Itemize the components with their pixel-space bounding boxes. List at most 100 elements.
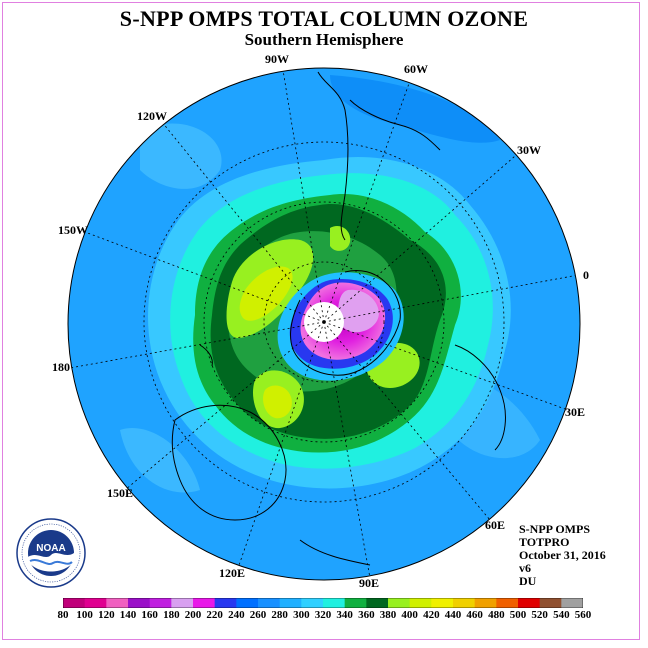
legend-tick-label: 280 (271, 609, 288, 621)
legend-tick-label: 560 (574, 609, 592, 621)
meridian (323, 274, 579, 323)
legend-tick-label: 380 (379, 609, 397, 621)
info-product: TOTPRO (519, 535, 570, 549)
longitude-label-120e: 120E (219, 566, 246, 580)
info-version: v6 (519, 561, 531, 575)
info-units: DU (519, 574, 537, 588)
latitude-circle (143, 141, 505, 503)
meridian (323, 321, 491, 521)
latitude-circle (263, 261, 385, 383)
legend-tick-label: 180 (163, 609, 180, 621)
legend-tick-label: 120 (98, 609, 115, 621)
map-subtitle: Southern Hemisphere (244, 30, 404, 49)
legend-swatch (453, 598, 476, 608)
legend-tick-label: 340 (336, 609, 353, 621)
meridian (237, 321, 325, 569)
coast-asia (299, 539, 371, 566)
legend-swatch (279, 598, 302, 608)
legend-tick-label: 440 (444, 609, 462, 621)
legend-tick-label: 100 (76, 609, 93, 621)
ozone-band-260-patch (140, 123, 222, 189)
legend-swatch (301, 598, 324, 608)
legend-swatch (496, 598, 519, 608)
longitude-label-90e: 90E (359, 576, 380, 590)
info-instrument: S-NPP OMPS (519, 522, 590, 536)
coast-australia (171, 404, 287, 521)
legend-tick-label: 300 (293, 609, 310, 621)
legend-swatch (409, 598, 432, 608)
legend-tick-label: 80 (57, 609, 69, 621)
ozone-max-west-core (239, 266, 293, 321)
legend-tick-label: 140 (119, 609, 137, 621)
legend-swatch (193, 598, 216, 608)
coast-south-america (317, 71, 349, 241)
meridian (323, 74, 413, 323)
coast-africa (454, 344, 506, 451)
legend-swatch (388, 598, 411, 608)
noaa-logo-text: NOAA (36, 543, 65, 554)
map-title: S-NPP OMPS TOTAL COLUMN OZONE (119, 6, 529, 31)
legend-swatch (323, 598, 346, 608)
meridian (323, 321, 569, 411)
legend-swatch (518, 598, 541, 608)
legend-tick-label: 500 (509, 609, 527, 621)
ozone-hole-core (338, 289, 379, 333)
color-legend-labels: 80 100 120 140 160 180 200 220 240 260 280 300 320 34… (0, 609, 648, 623)
map-disc-border (67, 67, 581, 581)
legend-tick-label: 540 (553, 609, 570, 621)
longitude-label-30w: 30W (517, 143, 541, 157)
longitude-label-180: 180 (52, 360, 70, 374)
legend-swatch (431, 598, 454, 608)
product-info: S-NPP OMPS TOTPRO October 31, 2016 v6 DU (519, 523, 606, 588)
legend-tick-label: 240 (228, 609, 245, 621)
longitude-label-120w: 120W (137, 109, 167, 123)
coast-south-america-2 (349, 99, 441, 151)
legend-swatch (214, 598, 237, 608)
legend-tick-label: 200 (184, 609, 202, 621)
legend-swatch (344, 598, 367, 608)
longitude-label-150e: 150E (107, 486, 134, 500)
meridian (323, 149, 523, 323)
longitude-label-60w: 60W (404, 62, 428, 76)
legend-tick-label: 520 (531, 609, 548, 621)
legend-swatch (561, 598, 583, 608)
longitude-label-60e: 60E (485, 518, 506, 532)
latitude-circle (203, 201, 445, 443)
legend-swatch (236, 598, 259, 608)
legend-tick-label: 220 (206, 609, 223, 621)
legend-swatch (258, 598, 281, 608)
legend-tick-label: 160 (141, 609, 158, 621)
longitude-label-150w: 150W (58, 223, 88, 237)
ozone-max-south-core (263, 385, 292, 419)
meridian (69, 321, 325, 369)
coast-antarctica (290, 269, 401, 376)
coast-nz (199, 344, 213, 367)
legend-swatch (171, 598, 194, 608)
legend-tick-label: 400 (401, 609, 418, 621)
legend-swatch (106, 598, 129, 608)
meridian (323, 321, 371, 579)
legend-tick-label: 420 (423, 609, 440, 621)
longitude-label-90w: 90W (265, 52, 289, 66)
legend-tick-label: 460 (466, 609, 483, 621)
legend-tick-label: 260 (249, 609, 267, 621)
legend-swatch (366, 598, 389, 608)
noaa-logo: NOAA (16, 518, 86, 588)
longitude-label-0: 0 (583, 268, 589, 282)
ozone-band-260-patch (120, 428, 200, 493)
meridian (124, 321, 325, 491)
ozone-band-260-patch (330, 75, 500, 143)
color-legend (63, 598, 583, 608)
ozone-max-north (330, 225, 351, 251)
plot-frame (2, 2, 640, 640)
info-date: October 31, 2016 (519, 548, 606, 562)
legend-tick-label: 360 (358, 609, 375, 621)
legend-swatch (539, 598, 562, 608)
legend-swatch (128, 598, 151, 608)
legend-swatch (149, 598, 172, 608)
legend-swatch (63, 598, 86, 608)
legend-tick-label: 320 (314, 609, 332, 621)
legend-swatch (84, 598, 107, 608)
longitude-label-30e: 30E (565, 405, 586, 419)
